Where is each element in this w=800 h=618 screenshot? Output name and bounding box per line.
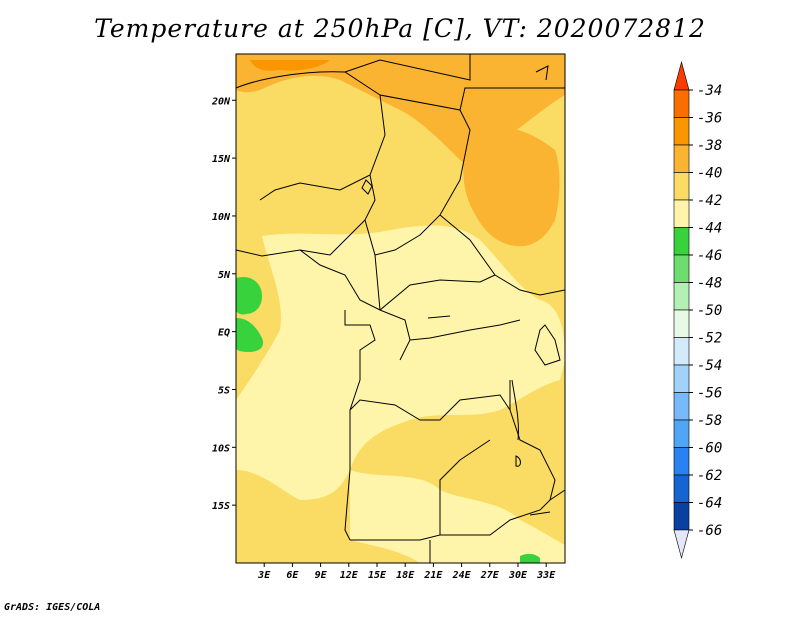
lat-tick-label: EQ <box>218 328 230 339</box>
colorbar-box <box>673 309 690 338</box>
colorbar-label: -60 <box>697 441 722 457</box>
colorbar-box <box>673 117 690 146</box>
colorbar-label: -66 <box>697 523 722 539</box>
colorbar-label: -36 <box>697 111 722 127</box>
lon-tick-label: 12E <box>340 570 359 581</box>
colorbar-box <box>673 199 690 228</box>
lon-tick-label: 6E <box>286 570 299 581</box>
lon-tick-label: 18E <box>396 570 415 581</box>
grads-credit: GrADS: IGES/COLA <box>4 602 101 613</box>
country-borders <box>235 54 566 563</box>
colorbar-label: -44 <box>697 221 722 237</box>
lon-tick-label: 27E <box>480 570 500 581</box>
colorbar-box <box>673 447 690 476</box>
colorbar-box <box>673 254 690 283</box>
colorbar-box <box>673 337 690 366</box>
colorbar-box <box>673 89 690 118</box>
colorbar-bottom-arrow <box>673 529 690 560</box>
colorbar-label: -40 <box>697 166 722 182</box>
colorbar-box <box>673 392 690 421</box>
lat-tick-label: 10N <box>212 212 231 223</box>
lon-tick-label: 30E <box>508 570 528 581</box>
map-frame <box>235 53 566 564</box>
colorbar-label: -38 <box>697 138 722 154</box>
lat-tick-label: 5S <box>218 385 230 396</box>
colorbar-box <box>673 144 690 173</box>
colorbar-label: -42 <box>697 193 722 209</box>
colorbar-box <box>673 474 690 503</box>
lon-tick-label: 33E <box>536 570 556 581</box>
colorbar-box <box>673 282 690 311</box>
lon-tick-label: 9E <box>315 570 328 581</box>
lat-tick-label: 10S <box>212 443 230 454</box>
colorbar-top-arrow <box>673 60 690 91</box>
lon-tick-label: 21E <box>423 570 443 581</box>
colorbar-label: -56 <box>697 386 722 402</box>
lat-tick-label: 15S <box>212 501 230 512</box>
lat-tick-label: 20N <box>211 96 231 107</box>
lon-tick-label: 24E <box>452 570 472 581</box>
lon-tick-label: 15E <box>368 570 387 581</box>
colorbar-label: -48 <box>697 276 722 292</box>
colorbar-label: -58 <box>697 413 722 429</box>
temperature-field <box>236 54 565 563</box>
colorbar-box <box>673 502 690 531</box>
lon-tick-label: 3E <box>257 570 271 581</box>
colorbar-label: -54 <box>697 358 722 374</box>
latitude-ticks: 20N 15N 10N 5N EQ 5S 10S 15S <box>211 96 236 512</box>
colorbar-label: -64 <box>697 496 722 512</box>
lakes <box>361 65 551 516</box>
longitude-ticks: 3E 6E 9E 12E 15E 18E 21E 24E 27E 30E 33E <box>257 563 556 581</box>
colorbar-label: -62 <box>697 468 722 484</box>
colorbar-label: -34 <box>697 83 722 99</box>
colorbar-box <box>673 227 690 256</box>
colorbar-label: -52 <box>697 331 722 347</box>
lat-tick-label: 15N <box>212 154 231 165</box>
colorbar-label: -50 <box>697 303 722 319</box>
colorbar-box <box>673 364 690 393</box>
colorbar-box <box>673 419 690 448</box>
plot-title: Temperature at 250hPa [C], VT: 202007281… <box>94 14 706 43</box>
lat-tick-label: 5N <box>218 270 231 281</box>
colorbar-label: -46 <box>697 248 722 264</box>
colorbar-box <box>673 172 690 201</box>
